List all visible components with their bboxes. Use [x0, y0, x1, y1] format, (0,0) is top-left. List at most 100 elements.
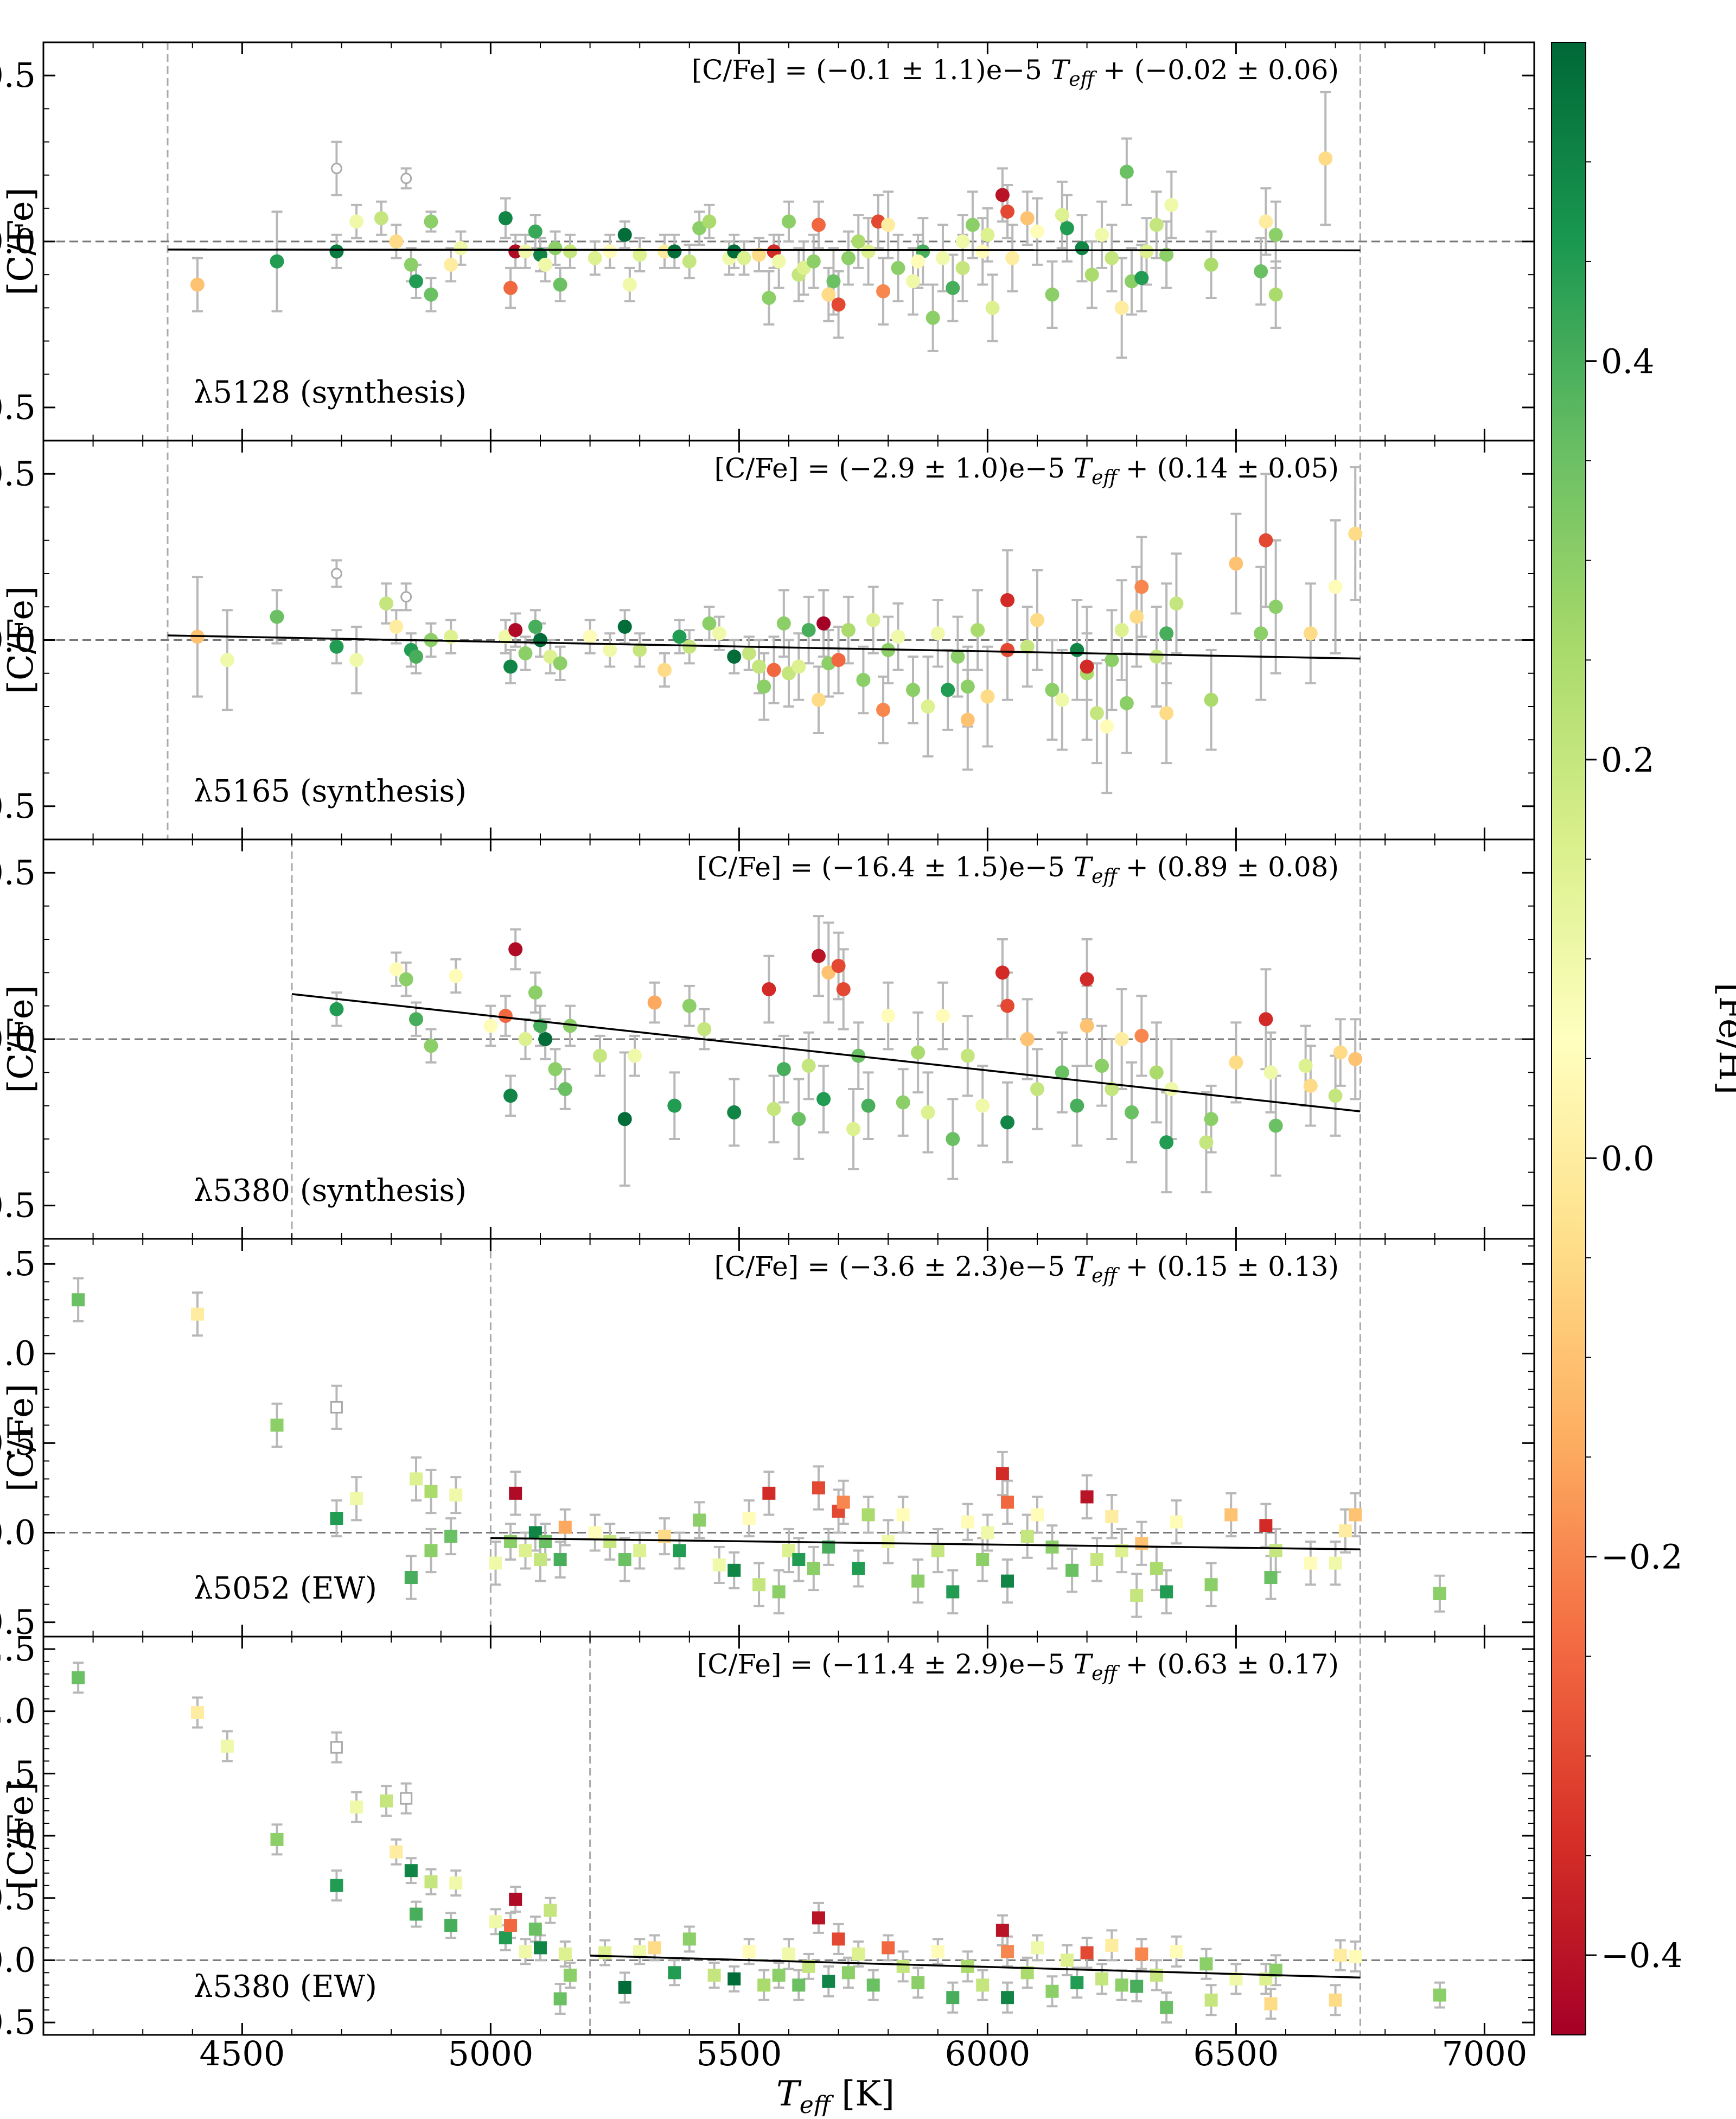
data-point [563, 1019, 577, 1033]
data-point [503, 281, 518, 295]
data-point [424, 1544, 438, 1557]
panels: −0.50.00.5[C/Fe][C/Fe] = (−0.1 ± 1.1)e−5… [0, 41, 1535, 2042]
data-point [975, 244, 990, 259]
data-point [1070, 1976, 1084, 1989]
data-point [1259, 1519, 1273, 1532]
data-point [771, 254, 786, 269]
colorbar-tick-label: 0.4 [1601, 342, 1655, 381]
y-tick-label: 1.0 [0, 1333, 36, 1373]
data-point [762, 982, 776, 996]
data-point [931, 1945, 944, 1958]
data-point [1100, 719, 1114, 734]
data-point [801, 1059, 816, 1073]
data-point [822, 1975, 835, 1988]
data-point [1204, 692, 1218, 707]
data-point [1333, 1045, 1348, 1060]
data-point [329, 639, 344, 654]
data-point [796, 260, 811, 275]
y-tick-label: 0.5 [0, 852, 36, 892]
data-point [489, 1915, 502, 1929]
x-tick-label: 6000 [945, 2034, 1031, 2073]
data-point [399, 972, 413, 987]
data-point [503, 1089, 518, 1103]
data-point [1031, 1508, 1044, 1522]
data-point [831, 959, 846, 973]
data-point [1095, 227, 1109, 242]
data-point [767, 1102, 781, 1116]
data-point [841, 251, 856, 265]
data-point [329, 1002, 344, 1016]
data-point [424, 1875, 438, 1888]
data-point [693, 1513, 706, 1527]
data-point [1115, 1978, 1128, 1992]
x-axis-labels: Teff [K] 4500 5000 5500 6000 6500 7000 [200, 2034, 1528, 2119]
data-point [1001, 1496, 1014, 1509]
data-point [911, 254, 926, 269]
data-point [1268, 1118, 1283, 1133]
data-point [519, 1544, 532, 1557]
data-point [807, 1562, 820, 1575]
data-point [921, 699, 935, 714]
excluded-point [400, 591, 412, 603]
data-point [1105, 251, 1119, 265]
data-point [519, 1945, 532, 1958]
data-point [424, 287, 438, 302]
data-point [1329, 1556, 1342, 1570]
y-tick-label: 2.0 [0, 1691, 36, 1731]
data-point [981, 1526, 994, 1539]
x-tick-label: 5000 [448, 2034, 534, 2073]
data-point [1080, 1946, 1094, 1959]
data-point [1080, 659, 1094, 674]
data-point [1125, 1105, 1139, 1119]
data-point [1329, 1993, 1342, 2007]
data-point [270, 609, 284, 624]
data-point [1060, 1953, 1074, 1967]
y-tick-label: 0.0 [0, 620, 36, 660]
data-point [404, 257, 418, 272]
y-tick-label: 2.5 [0, 1629, 36, 1669]
data-point [995, 965, 1010, 980]
data-point [220, 653, 234, 667]
data-point [424, 1485, 438, 1498]
data-point [960, 1048, 975, 1063]
data-point [792, 1978, 806, 1992]
data-point [1000, 204, 1015, 219]
data-point [1259, 1012, 1273, 1027]
panel-label: λ5052 (EW) [194, 1571, 377, 1606]
data-point [757, 1978, 771, 1992]
data-point [1264, 1571, 1278, 1585]
data-point [1045, 287, 1060, 302]
data-point [534, 1553, 547, 1567]
data-point [374, 211, 388, 226]
fit-equation: [C/Fe] = (−3.6 ± 2.3)e−5 Teff + (0.15 ± … [714, 1251, 1339, 1287]
data-point [1349, 1950, 1362, 1963]
data-point [727, 1105, 742, 1119]
data-point [792, 659, 806, 674]
y-tick-label: 1.0 [0, 1816, 36, 1855]
y-tick-label: −0.5 [0, 387, 36, 427]
data-point [350, 1800, 363, 1814]
data-point [891, 260, 905, 275]
data-point [811, 692, 826, 707]
data-point [846, 1122, 861, 1136]
data-point [1130, 1589, 1144, 1602]
data-point [930, 626, 945, 641]
data-point [836, 982, 851, 996]
data-point [603, 244, 617, 259]
data-point [489, 1556, 502, 1570]
data-point [712, 626, 726, 641]
data-point [856, 673, 871, 687]
data-point [946, 1991, 960, 2005]
x-ticks [92, 42, 1535, 441]
panel-3: −0.5 0.0 0.5 [C/Fe] [C/Fe] = (−16.4 ± 1.5)e−… [0, 838, 1535, 1240]
data-point [617, 1112, 632, 1127]
y-axis-title: [C/Fe] [1, 985, 41, 1093]
data-point [821, 287, 836, 302]
data-point [1114, 1032, 1129, 1046]
data-point [911, 1976, 925, 1989]
data-point [1119, 696, 1134, 710]
data-point [72, 1671, 85, 1684]
data-point [1045, 1540, 1059, 1554]
data-point [1020, 639, 1035, 654]
data-point [995, 1467, 1009, 1480]
